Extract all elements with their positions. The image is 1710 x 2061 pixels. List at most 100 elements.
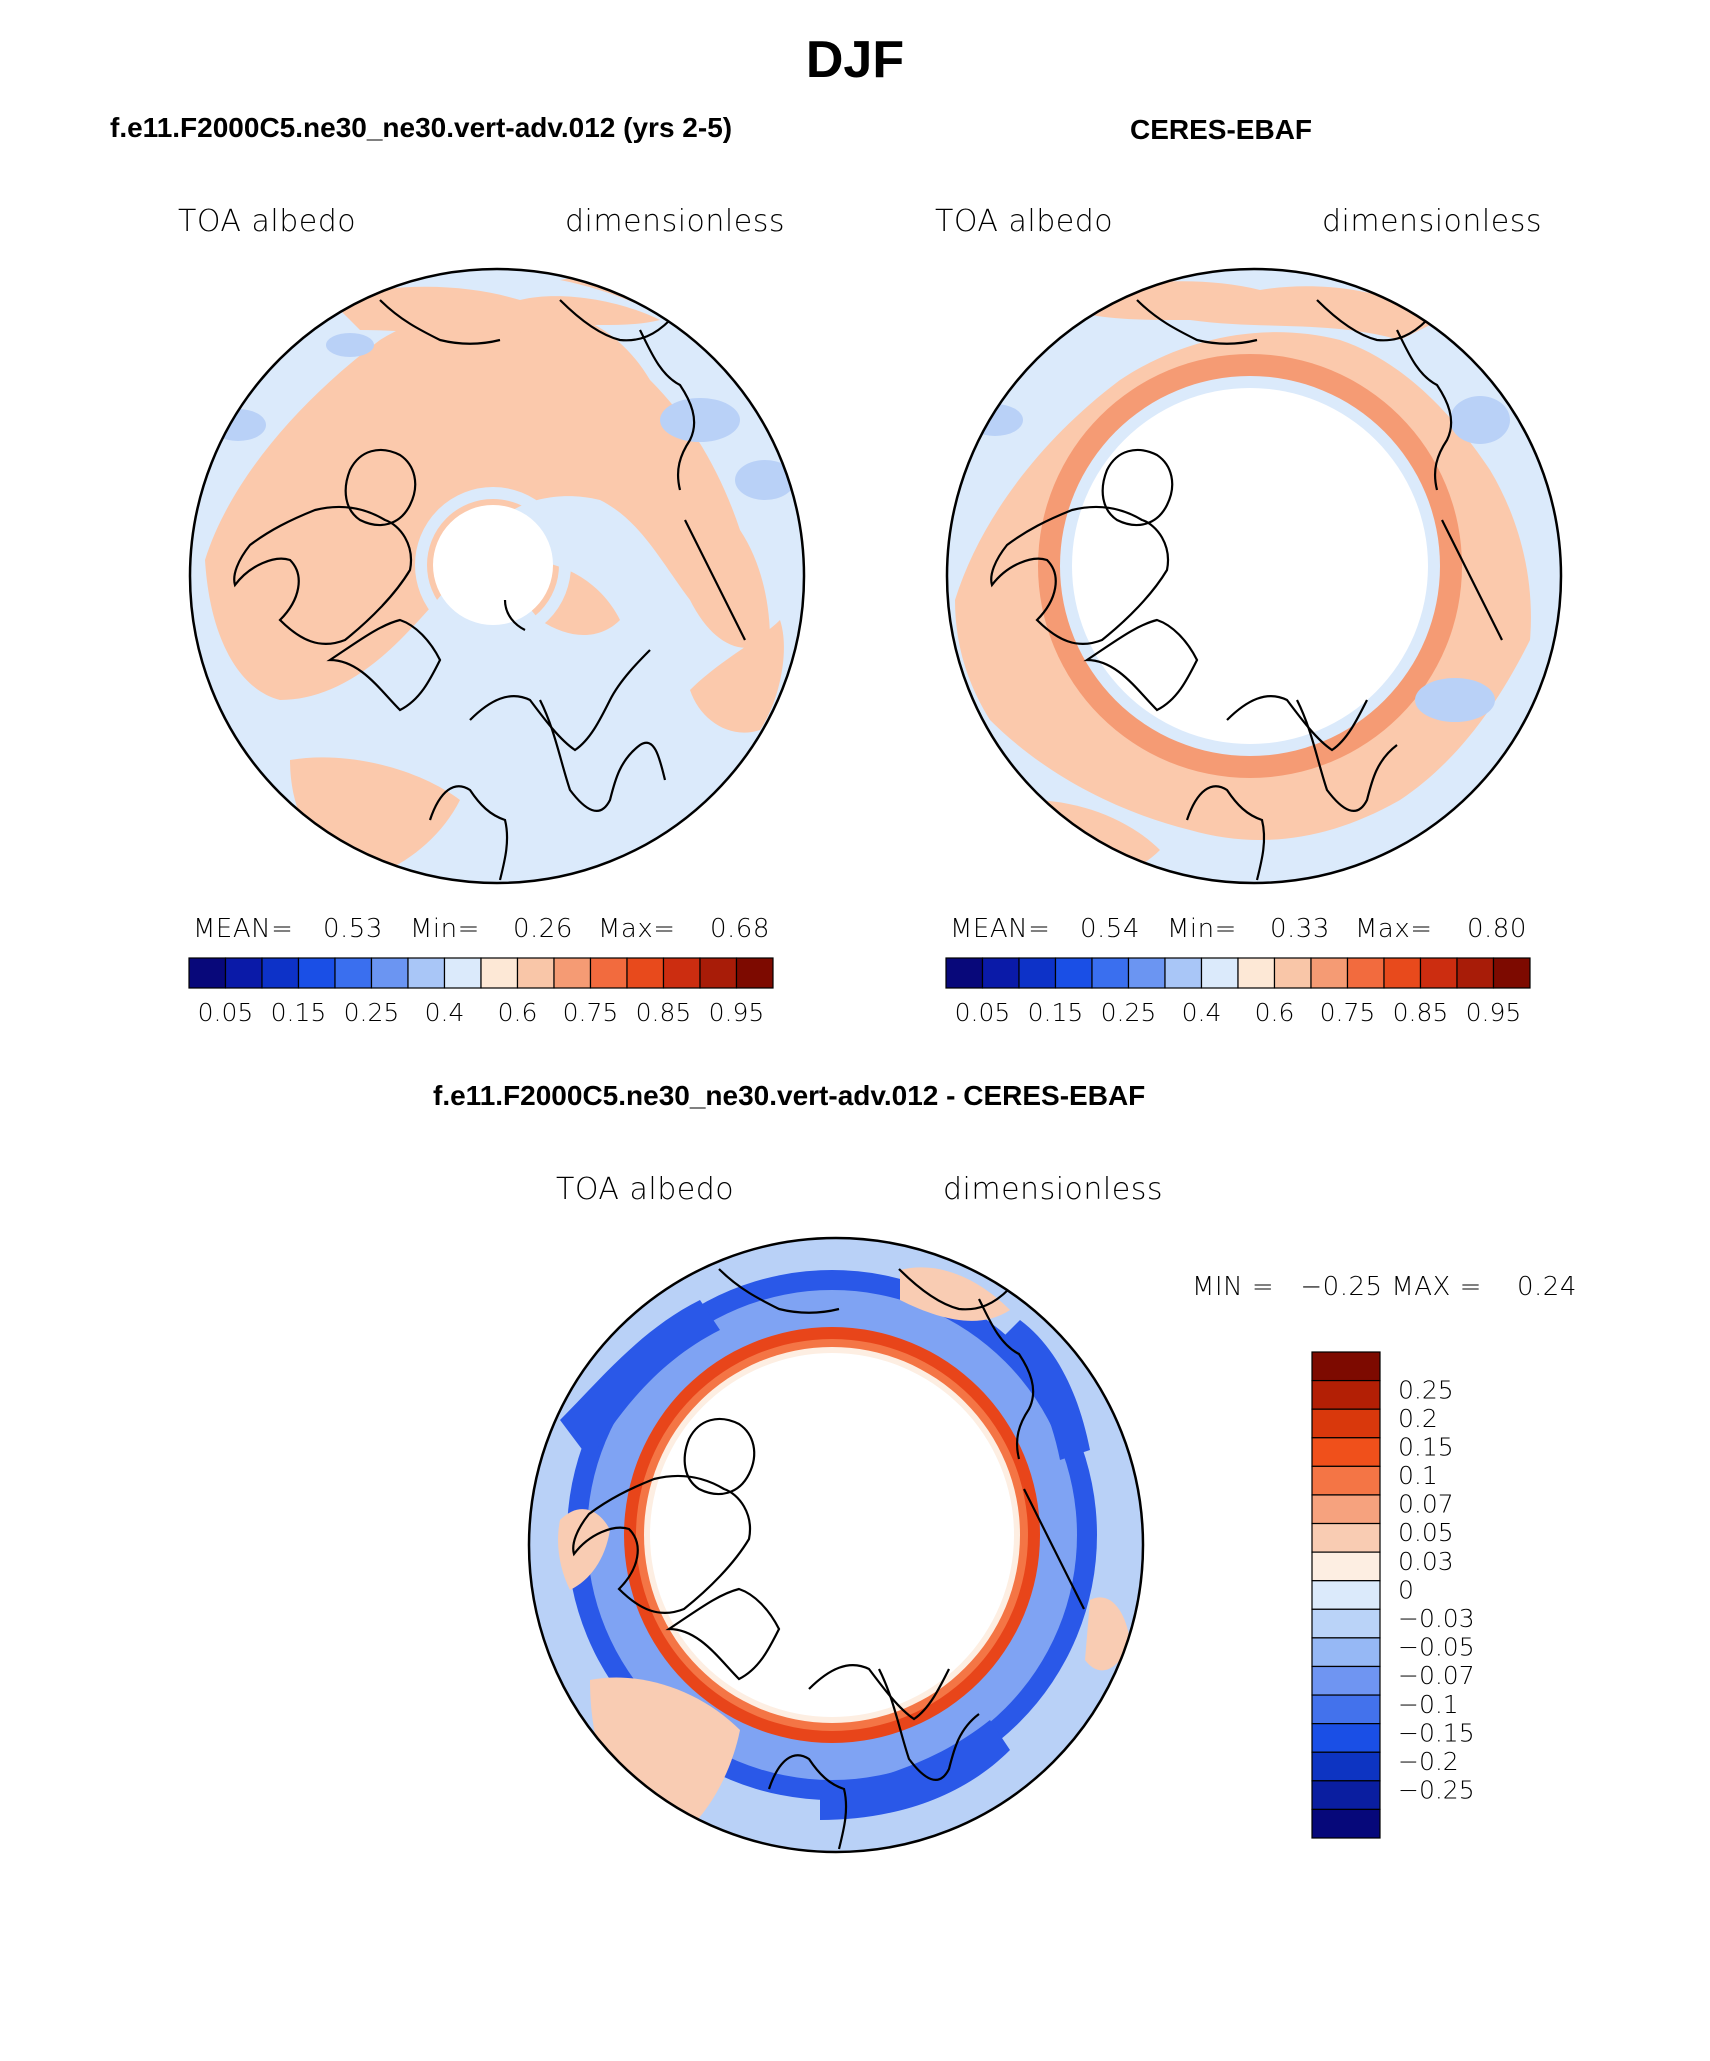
colorbar-swatch (662, 957, 701, 989)
colorbar-swatch (334, 957, 373, 989)
colorbar-swatch (981, 957, 1020, 989)
colorbar-tick-label: 0.2 (1398, 1404, 1438, 1433)
colorbar-tick-label: 0.4 (1182, 998, 1222, 1027)
colorbar-tick-label: 0.6 (1255, 998, 1295, 1027)
colorbar-swatch (1311, 1580, 1381, 1610)
max-value: 0.80 (1467, 914, 1527, 944)
colorbar-tick-label: 0.1 (1398, 1461, 1438, 1490)
colorbar-swatch (699, 957, 738, 989)
colorbar-diff: 0.250.20.150.10.070.050.030−0.03−0.05−0.… (1311, 1351, 1475, 1839)
diff-minmax-text: MIN = −0.25 MAX = 0.24 (1192, 1272, 1577, 1302)
colorbar-swatch (1164, 957, 1203, 989)
variable-label-diff: TOA albedo (556, 1172, 735, 1207)
colorbar-tick-label: −0.03 (1398, 1604, 1475, 1633)
polar-cap-no-data (650, 1353, 1014, 1717)
colorbar-tick-label: 0.05 (955, 998, 1011, 1027)
colorbar-swatch (1419, 957, 1458, 989)
colorbar-swatch (1310, 957, 1349, 989)
colorbar-tick-label: 0.25 (1101, 998, 1157, 1027)
units-label-obs: dimensionless (1322, 204, 1542, 239)
coastlines-obs (990, 279, 1503, 881)
colorbar-swatch (945, 957, 984, 989)
colorbar-swatch (443, 957, 482, 989)
colorbar-tick-label: −0.1 (1398, 1690, 1459, 1719)
colorbar-swatch (1311, 1437, 1381, 1467)
units-label-diff: dimensionless (943, 1172, 1163, 1207)
colorbar-swatch (224, 957, 263, 989)
polar-cap-no-data (1072, 388, 1428, 744)
colorbar-tick-label: 0.75 (1320, 998, 1376, 1027)
mean-label: MEAN= (950, 914, 1051, 944)
colorbar-tick-label: 0.15 (1398, 1432, 1454, 1461)
variable-label-model: TOA albedo (178, 204, 357, 239)
colorbar-tick-label: −0.15 (1398, 1718, 1475, 1747)
panel-title-obs: CERES-EBAF (1130, 114, 1313, 145)
colorbar-tick-label: 0.95 (1466, 998, 1522, 1027)
mean-label: MEAN= (193, 914, 294, 944)
colorbar-tick-label: 0.15 (271, 998, 327, 1027)
mean-value: 0.54 (1080, 914, 1140, 944)
panel-title-model: f.e11.F2000C5.ne30_ne30.vert-adv.012 (yr… (110, 112, 733, 143)
stats-row-obs: MEAN= 0.54 Min= 0.33 Max= 0.80 (950, 914, 1530, 948)
colorbar-tick-label: 0.05 (198, 998, 254, 1027)
colorbar-swatch (1200, 957, 1239, 989)
colorbar-swatch (1273, 957, 1312, 989)
min-value: 0.33 (1270, 914, 1330, 944)
colorbar-tick-label: 0.15 (1028, 998, 1084, 1027)
colorbar-swatch (1311, 1694, 1381, 1725)
colorbar-swatch (1237, 957, 1276, 989)
colorbar-swatch (553, 957, 592, 989)
colorbar-swatch (1311, 1522, 1381, 1553)
colorbar-tick-label: −0.05 (1398, 1633, 1475, 1662)
colorbar-swatch (589, 957, 628, 989)
colorbar-swatch (370, 957, 409, 989)
coastlines-model (233, 279, 746, 881)
polar-map-model (188, 267, 806, 885)
colorbar-swatch (480, 957, 519, 989)
colorbar-swatch (407, 957, 446, 989)
colorbar-swatch (1311, 1780, 1381, 1811)
colorbar-swatch (1311, 1551, 1381, 1582)
colorbar-tick-label: 0.07 (1398, 1490, 1454, 1519)
colorbar-tick-label: 0.85 (1393, 998, 1449, 1027)
colorbar-swatch (1311, 1494, 1381, 1525)
colorbar-swatch (1054, 957, 1093, 989)
colorbar-tick-label: −0.07 (1398, 1661, 1475, 1690)
colorbar-swatch (1018, 957, 1057, 989)
mean-value: 0.53 (323, 914, 383, 944)
variable-label-obs: TOA albedo (935, 204, 1114, 239)
colorbar-tick-label: 0.75 (563, 998, 619, 1027)
min-value: 0.26 (513, 914, 573, 944)
polar-cap-no-data (433, 505, 553, 625)
colorbar-tick-label: −0.25 (1398, 1776, 1475, 1805)
max-label: Max= (598, 914, 676, 944)
season-title: DJF (805, 31, 905, 89)
colorbar-tick-label: 0.95 (709, 998, 765, 1027)
colorbar-swatch (1311, 1351, 1381, 1382)
colorbar-swatch (1456, 957, 1495, 989)
colorbar-swatch (1127, 957, 1166, 989)
colorbar-model: 0.05 0.15 0.25 0.4 0.6 0.75 0.85 0.95 (188, 957, 774, 1027)
colorbar-swatch (626, 957, 665, 989)
colorbar-tick-label: 0.4 (425, 998, 465, 1027)
diff-title: f.e11.F2000C5.ne30_ne30.vert-adv.012 - C… (433, 1080, 1146, 1111)
colorbar-swatch (516, 957, 555, 989)
colorbar-swatch (1346, 957, 1385, 989)
colorbar-swatch (1311, 1379, 1381, 1410)
max-value: 0.68 (710, 914, 770, 944)
colorbar-swatch (188, 957, 227, 989)
polar-map-diff (527, 1236, 1145, 1854)
colorbar-swatch (261, 957, 300, 989)
colorbar-swatch (1311, 1637, 1381, 1668)
colorbar-swatch (1311, 1608, 1381, 1639)
colorbar-swatch (1311, 1751, 1381, 1782)
max-label: Max= (1355, 914, 1433, 944)
colorbar-obs: 0.05 0.15 0.25 0.4 0.6 0.75 0.85 0.95 (945, 957, 1531, 1027)
min-label: Min= (1167, 914, 1237, 944)
colorbar-swatch (297, 957, 336, 989)
colorbar-swatch (1311, 1808, 1381, 1839)
min-label: Min= (410, 914, 480, 944)
polar-map-obs (945, 267, 1563, 885)
colorbar-swatch (1091, 957, 1130, 989)
